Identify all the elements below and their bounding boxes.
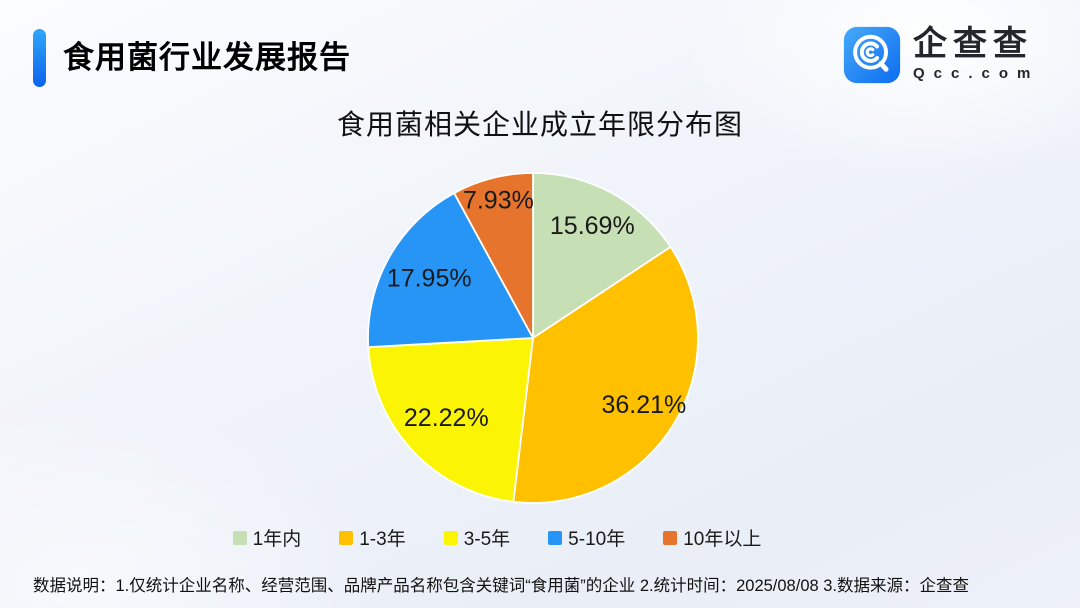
logo-domain: Qcc.com [913, 65, 1040, 82]
chart-legend: 1年内 1-3年 3-5年 5-10年 10年以上 [0, 524, 1037, 551]
pie-chart: 15.69% 36.21% 22.22% 17.95% 7.93% [367, 172, 699, 504]
pie-slice-label-0: 15.69% [550, 212, 635, 240]
legend-item-4[interactable]: 10年以上 [663, 524, 761, 551]
pie-slice-4[interactable] [453, 172, 534, 339]
legend-swatch-icon [339, 530, 354, 545]
pie-slice-2[interactable] [367, 337, 534, 503]
legend-label: 10年以上 [683, 529, 762, 550]
legend-swatch-icon [663, 530, 678, 545]
pie-slice-1[interactable] [512, 245, 699, 504]
legend-swatch-icon [443, 530, 458, 545]
legend-item-3[interactable]: 5-10年 [548, 524, 625, 551]
pie-slice-3[interactable] [367, 192, 534, 349]
qcc-magnifier-icon [843, 26, 901, 84]
legend-item-2[interactable]: 3-5年 [443, 524, 511, 551]
pie-slice-0[interactable] [532, 172, 672, 339]
legend-label: 1-3年 [359, 529, 406, 550]
legend-swatch-icon [232, 530, 247, 545]
legend-item-0[interactable]: 1年内 [232, 524, 302, 551]
legend-swatch-icon [548, 530, 563, 545]
title-accent-bar [33, 29, 46, 87]
data-notes: 数据说明：1.仅统计企业名称、经营范围、品牌产品名称包含关键词“食用菌”的企业 … [33, 577, 970, 595]
pie-slice-label-4: 7.93% [463, 187, 534, 215]
pie-slice-label-2: 22.22% [404, 404, 489, 432]
logo-brand-name: 企查查 [913, 25, 1033, 63]
qcc-logo[interactable]: 企查查 Qcc.com [842, 25, 1039, 85]
pie-slice-label-1: 36.21% [602, 391, 687, 419]
legend-item-1[interactable]: 1-3年 [339, 524, 406, 551]
legend-label: 3-5年 [463, 529, 511, 550]
legend-label: 5-10年 [568, 529, 626, 550]
page-title: 食用菌行业发展报告 [63, 40, 351, 75]
pie-slice-label-3: 17.95% [387, 265, 472, 293]
chart-title: 食用菌相关企业成立年限分布图 [336, 109, 743, 140]
logo-text: 企查查 Qcc.com [913, 25, 1039, 83]
legend-label: 1年内 [252, 529, 302, 550]
